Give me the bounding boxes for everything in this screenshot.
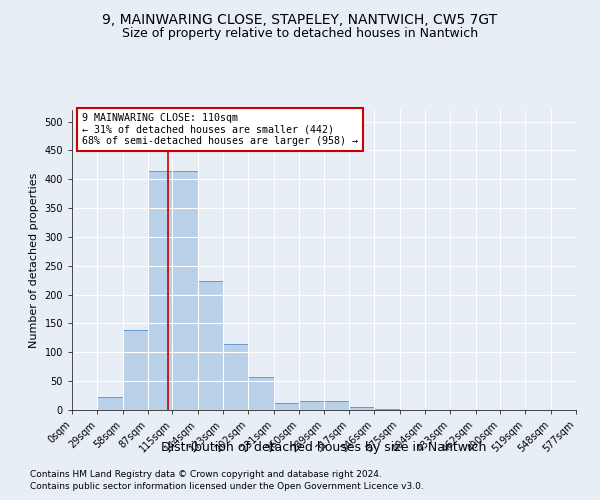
Text: Size of property relative to detached houses in Nantwich: Size of property relative to detached ho… (122, 28, 478, 40)
Text: Distribution of detached houses by size in Nantwich: Distribution of detached houses by size … (161, 441, 487, 454)
Bar (223, 344, 248, 410)
Bar (248, 377, 274, 410)
Bar (172, 170, 198, 410)
Y-axis label: Number of detached properties: Number of detached properties (29, 172, 39, 348)
Bar (122, 330, 148, 410)
Text: Contains public sector information licensed under the Open Government Licence v3: Contains public sector information licen… (30, 482, 424, 491)
Bar (198, 281, 223, 410)
Bar (299, 402, 325, 410)
Text: Contains HM Land Registry data © Crown copyright and database right 2024.: Contains HM Land Registry data © Crown c… (30, 470, 382, 479)
Text: 9 MAINWARING CLOSE: 110sqm
← 31% of detached houses are smaller (442)
68% of sem: 9 MAINWARING CLOSE: 110sqm ← 31% of deta… (82, 113, 358, 146)
Bar (274, 402, 299, 410)
Text: 9, MAINWARING CLOSE, STAPELEY, NANTWICH, CW5 7GT: 9, MAINWARING CLOSE, STAPELEY, NANTWICH,… (103, 12, 497, 26)
Bar (349, 406, 374, 410)
Bar (148, 170, 172, 410)
Bar (97, 398, 122, 410)
Bar (325, 402, 349, 410)
